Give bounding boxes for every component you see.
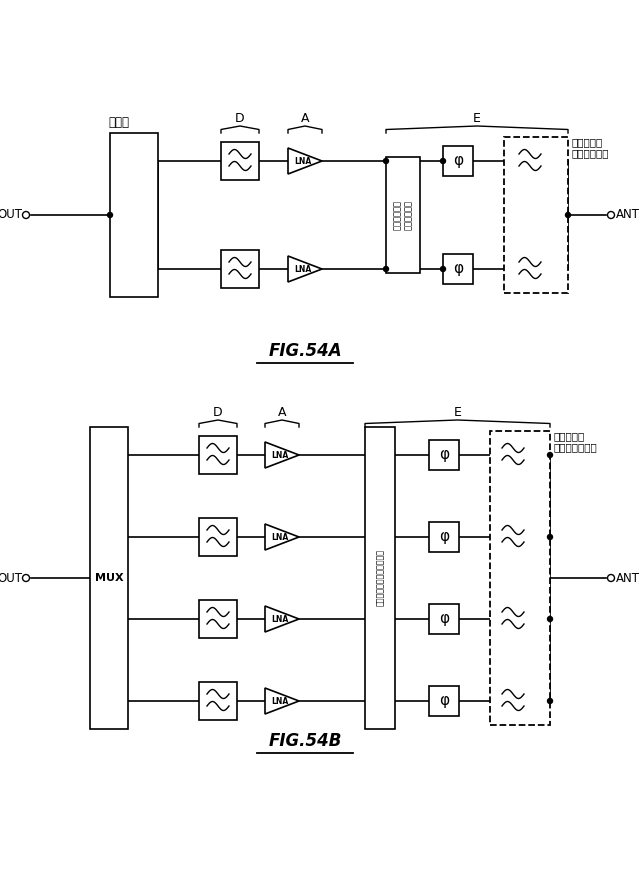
Polygon shape: [265, 442, 299, 468]
Bar: [429, 522, 459, 552]
Bar: [429, 604, 459, 634]
Text: A: A: [278, 406, 286, 419]
Bar: [504, 137, 568, 293]
Bar: [490, 431, 550, 725]
Circle shape: [607, 575, 614, 582]
Bar: [199, 436, 237, 474]
Bar: [221, 250, 259, 288]
Bar: [429, 686, 459, 716]
Circle shape: [547, 698, 552, 704]
Circle shape: [566, 213, 570, 217]
Text: OUT: OUT: [0, 208, 22, 222]
Circle shape: [108, 213, 113, 217]
Text: φ: φ: [439, 612, 449, 627]
Bar: [199, 518, 237, 556]
Bar: [429, 440, 459, 470]
Polygon shape: [288, 256, 322, 282]
Text: E: E: [473, 112, 481, 125]
Text: φ: φ: [453, 261, 463, 276]
Text: LNA: LNA: [271, 450, 289, 459]
Text: スイッチングネットワーク: スイッチングネットワーク: [376, 549, 385, 607]
Bar: [511, 250, 549, 288]
Text: スイッチング
ネットワーク: スイッチング ネットワーク: [394, 200, 413, 230]
Text: MUX: MUX: [95, 573, 124, 583]
Text: D: D: [235, 112, 245, 125]
Polygon shape: [265, 606, 299, 632]
Bar: [494, 600, 532, 638]
Bar: [443, 254, 473, 284]
Text: LNA: LNA: [271, 615, 289, 623]
Circle shape: [383, 267, 388, 271]
Bar: [365, 427, 395, 729]
Text: φ: φ: [439, 693, 449, 708]
Bar: [90, 427, 128, 729]
Text: φ: φ: [439, 448, 449, 463]
Polygon shape: [265, 688, 299, 714]
Text: φ: φ: [453, 154, 463, 169]
Text: FIG.54A: FIG.54A: [268, 342, 342, 360]
Text: LNA: LNA: [294, 156, 312, 165]
Text: OUT: OUT: [0, 571, 22, 585]
Bar: [386, 157, 420, 273]
Text: 結合器: 結合器: [109, 116, 129, 129]
Circle shape: [440, 267, 445, 271]
Text: フィルタ／
ダイプレクサ: フィルタ／ ダイプレクサ: [572, 137, 609, 159]
Circle shape: [547, 616, 552, 622]
Circle shape: [547, 452, 552, 457]
Text: FIG.54B: FIG.54B: [268, 732, 342, 750]
Polygon shape: [265, 524, 299, 550]
Text: LNA: LNA: [271, 532, 289, 541]
Text: ANT: ANT: [616, 208, 640, 222]
Text: LNA: LNA: [294, 265, 312, 274]
Text: LNA: LNA: [271, 697, 289, 706]
Text: φ: φ: [439, 530, 449, 545]
Bar: [494, 682, 532, 720]
Circle shape: [547, 534, 552, 540]
Text: E: E: [454, 406, 461, 419]
Circle shape: [607, 212, 614, 218]
Bar: [494, 518, 532, 556]
Text: ANT: ANT: [616, 571, 640, 585]
Bar: [110, 133, 158, 297]
Circle shape: [22, 212, 29, 218]
Bar: [199, 600, 237, 638]
Bar: [443, 146, 473, 176]
Circle shape: [440, 159, 445, 163]
Text: A: A: [301, 112, 309, 125]
Text: フィルタ／
マルチプレクサ: フィルタ／ マルチプレクサ: [554, 431, 598, 453]
Bar: [199, 682, 237, 720]
Bar: [511, 142, 549, 180]
Bar: [494, 436, 532, 474]
Polygon shape: [288, 148, 322, 174]
Circle shape: [383, 159, 388, 163]
Circle shape: [22, 575, 29, 582]
Text: D: D: [213, 406, 223, 419]
Bar: [221, 142, 259, 180]
